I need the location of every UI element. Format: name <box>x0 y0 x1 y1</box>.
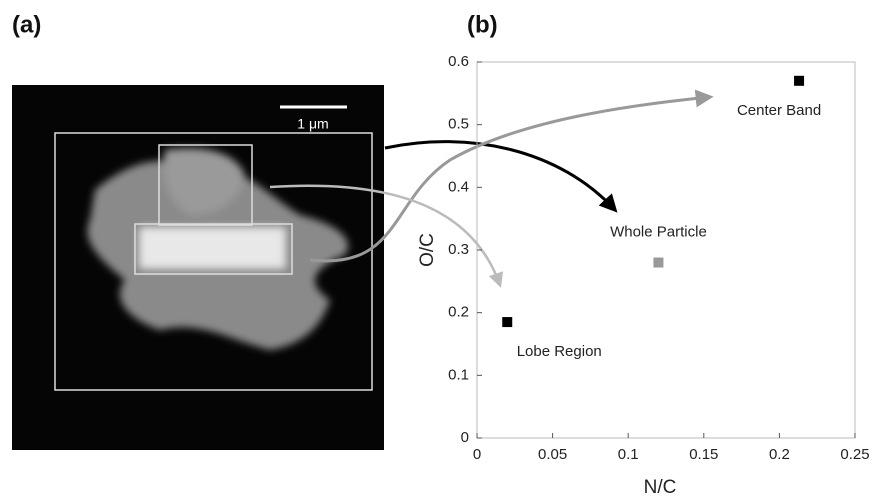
plot: 0 0.05 0.1 0.15 0.2 0.25 0 0.1 0.2 0.3 0.4 0.5 0.6 Ce… <box>448 53 869 463</box>
y-tick-label: 0.4 <box>448 178 469 195</box>
micrograph: 1 μm <box>12 85 384 450</box>
y-tick-label: 0.6 <box>448 53 469 70</box>
point-label: Center Band <box>737 102 821 119</box>
x-tick-label: 0 <box>473 446 481 463</box>
x-axis-label: N/C <box>644 477 677 498</box>
panel-label: (a) <box>12 11 41 38</box>
y-tick-label: 0.3 <box>448 241 469 258</box>
x-tick-label: 0.2 <box>769 446 790 463</box>
arrow <box>384 140 618 213</box>
arrow <box>269 184 504 288</box>
x-tick-label: 0.05 <box>538 446 567 463</box>
arrow <box>309 89 714 263</box>
panel-label: (b) <box>467 11 498 38</box>
point <box>794 75 805 86</box>
point <box>653 257 664 268</box>
y-tick-label: 0.2 <box>448 304 469 321</box>
y-tick-label: 0.1 <box>448 366 469 383</box>
x-tick-label: 0.25 <box>840 446 869 463</box>
scale-bar-label: 1 μm <box>297 116 328 132</box>
y-axis-label: O/C <box>417 233 438 267</box>
y-tick-label: 0.5 <box>448 116 469 133</box>
y-tick-label: 0 <box>461 429 469 446</box>
point <box>502 317 513 328</box>
point-label: Lobe Region <box>517 343 602 360</box>
x-tick-label: 0.15 <box>689 446 718 463</box>
x-tick-label: 0.1 <box>618 446 639 463</box>
point-label: Whole Particle <box>610 224 707 241</box>
